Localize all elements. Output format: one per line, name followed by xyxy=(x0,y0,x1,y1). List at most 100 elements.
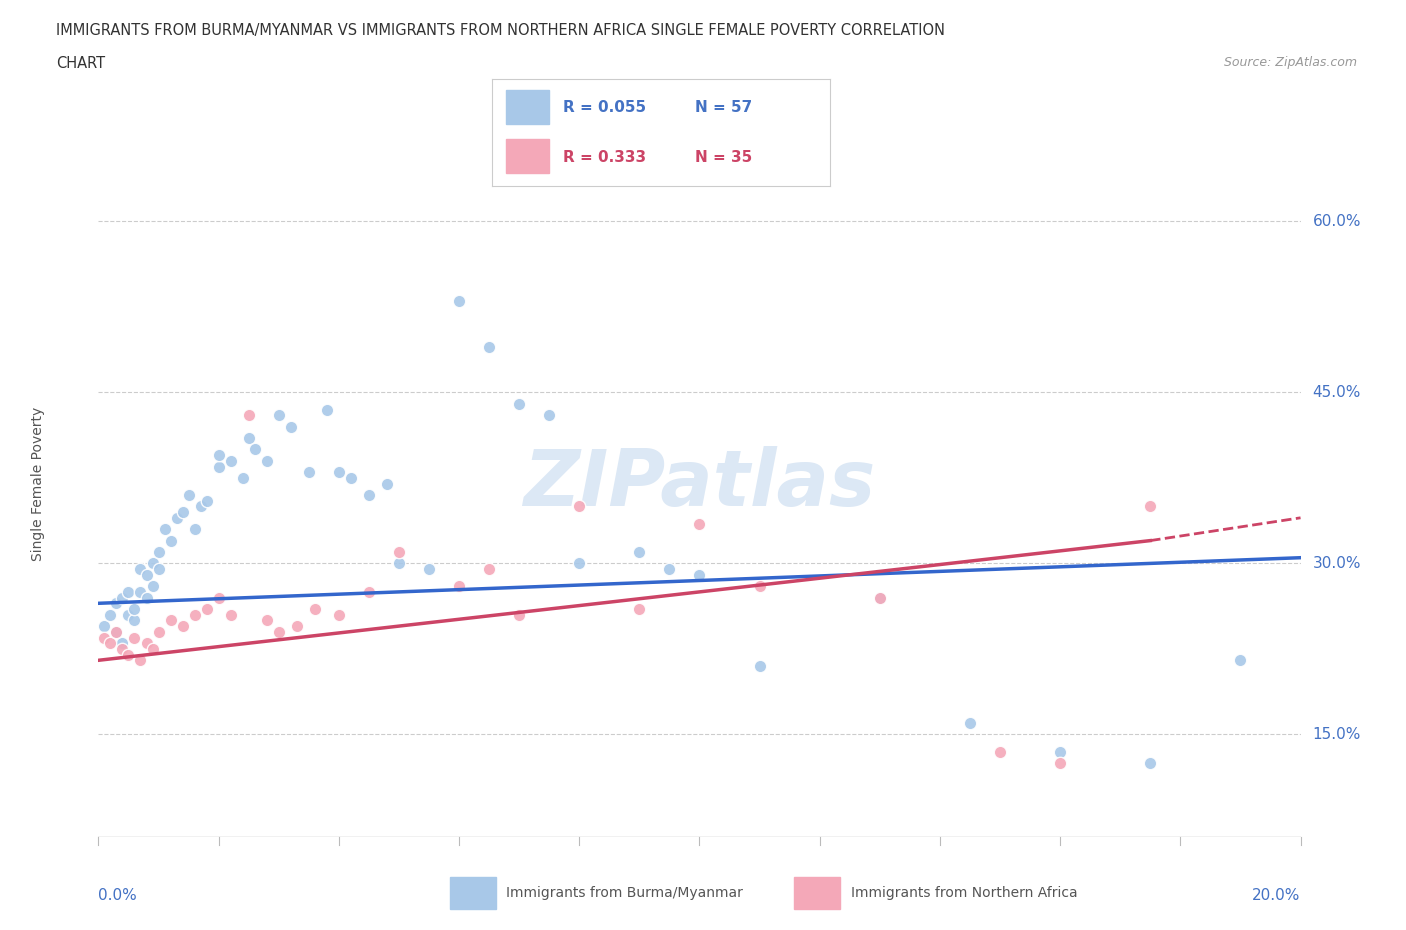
Point xyxy=(148,562,170,577)
Point xyxy=(208,447,231,462)
Bar xyxy=(794,876,841,910)
Point xyxy=(328,607,350,622)
Point xyxy=(117,647,139,662)
Point xyxy=(388,545,411,560)
Point xyxy=(208,591,231,605)
Point xyxy=(219,453,242,468)
Point xyxy=(1139,755,1161,770)
Point xyxy=(388,556,411,571)
Point xyxy=(568,499,591,514)
Point xyxy=(869,591,891,605)
Text: 30.0%: 30.0% xyxy=(1313,556,1361,571)
Point xyxy=(195,493,218,508)
Point xyxy=(315,402,337,417)
Point xyxy=(267,407,290,422)
Point xyxy=(508,396,530,411)
Text: Immigrants from Burma/Myanmar: Immigrants from Burma/Myanmar xyxy=(506,885,742,900)
Point xyxy=(628,602,651,617)
Text: R = 0.333: R = 0.333 xyxy=(562,150,647,165)
Point xyxy=(117,607,139,622)
Point xyxy=(172,618,194,633)
Point xyxy=(238,407,260,422)
Text: Immigrants from Northern Africa: Immigrants from Northern Africa xyxy=(851,885,1077,900)
Point xyxy=(478,339,501,354)
Text: Single Female Poverty: Single Female Poverty xyxy=(31,406,45,561)
Point xyxy=(340,471,363,485)
Bar xyxy=(506,139,550,173)
Text: IMMIGRANTS FROM BURMA/MYANMAR VS IMMIGRANTS FROM NORTHERN AFRICA SINGLE FEMALE P: IMMIGRANTS FROM BURMA/MYANMAR VS IMMIGRA… xyxy=(56,23,945,38)
Point xyxy=(111,591,134,605)
Point xyxy=(219,607,242,622)
Point xyxy=(105,624,128,639)
Point xyxy=(159,613,181,628)
Point xyxy=(166,511,188,525)
Point xyxy=(1049,744,1071,759)
Point xyxy=(688,516,710,531)
Point xyxy=(183,522,205,537)
Point xyxy=(328,465,350,480)
Bar xyxy=(506,89,550,124)
Bar xyxy=(450,876,496,910)
Text: ZIPatlas: ZIPatlas xyxy=(523,445,876,522)
Point xyxy=(100,607,122,622)
Text: 15.0%: 15.0% xyxy=(1313,727,1361,742)
Point xyxy=(100,636,122,651)
Point xyxy=(959,715,981,730)
Point xyxy=(869,591,891,605)
Point xyxy=(141,578,163,593)
Point xyxy=(93,618,115,633)
Point xyxy=(304,602,326,617)
Text: CHART: CHART xyxy=(56,56,105,71)
Text: 0.0%: 0.0% xyxy=(98,888,138,903)
Point xyxy=(172,505,194,520)
Point xyxy=(658,562,681,577)
Point xyxy=(208,459,231,474)
Point xyxy=(357,487,380,502)
Point xyxy=(129,653,152,668)
Point xyxy=(111,642,134,657)
Point xyxy=(538,407,561,422)
Point xyxy=(267,624,290,639)
Point xyxy=(1049,755,1071,770)
Point xyxy=(285,618,308,633)
Point xyxy=(105,596,128,611)
Point xyxy=(105,624,128,639)
Point xyxy=(135,567,157,582)
Text: N = 35: N = 35 xyxy=(695,150,752,165)
Point xyxy=(568,556,591,571)
Point xyxy=(129,562,152,577)
Point xyxy=(375,476,398,491)
Point xyxy=(256,613,278,628)
Point xyxy=(153,522,176,537)
Point xyxy=(447,578,470,593)
Text: R = 0.055: R = 0.055 xyxy=(562,100,647,115)
Point xyxy=(478,562,501,577)
Point xyxy=(988,744,1011,759)
Point xyxy=(298,465,321,480)
Text: Source: ZipAtlas.com: Source: ZipAtlas.com xyxy=(1223,56,1357,69)
Point xyxy=(1229,653,1251,668)
Point xyxy=(688,567,710,582)
Point xyxy=(195,602,218,617)
Point xyxy=(124,602,146,617)
Point xyxy=(135,591,157,605)
Point xyxy=(148,624,170,639)
Point xyxy=(177,487,200,502)
Point xyxy=(256,453,278,468)
Point xyxy=(243,442,266,457)
Point xyxy=(141,556,163,571)
Point xyxy=(748,578,770,593)
Point xyxy=(1139,499,1161,514)
Point xyxy=(447,294,470,309)
Point xyxy=(748,658,770,673)
Point xyxy=(628,545,651,560)
Point xyxy=(238,431,260,445)
Point xyxy=(124,630,146,644)
Text: 45.0%: 45.0% xyxy=(1313,385,1361,400)
Point xyxy=(111,636,134,651)
Point xyxy=(141,642,163,657)
Text: N = 57: N = 57 xyxy=(695,100,752,115)
Point xyxy=(183,607,205,622)
Point xyxy=(280,419,302,434)
Text: 60.0%: 60.0% xyxy=(1313,214,1361,229)
